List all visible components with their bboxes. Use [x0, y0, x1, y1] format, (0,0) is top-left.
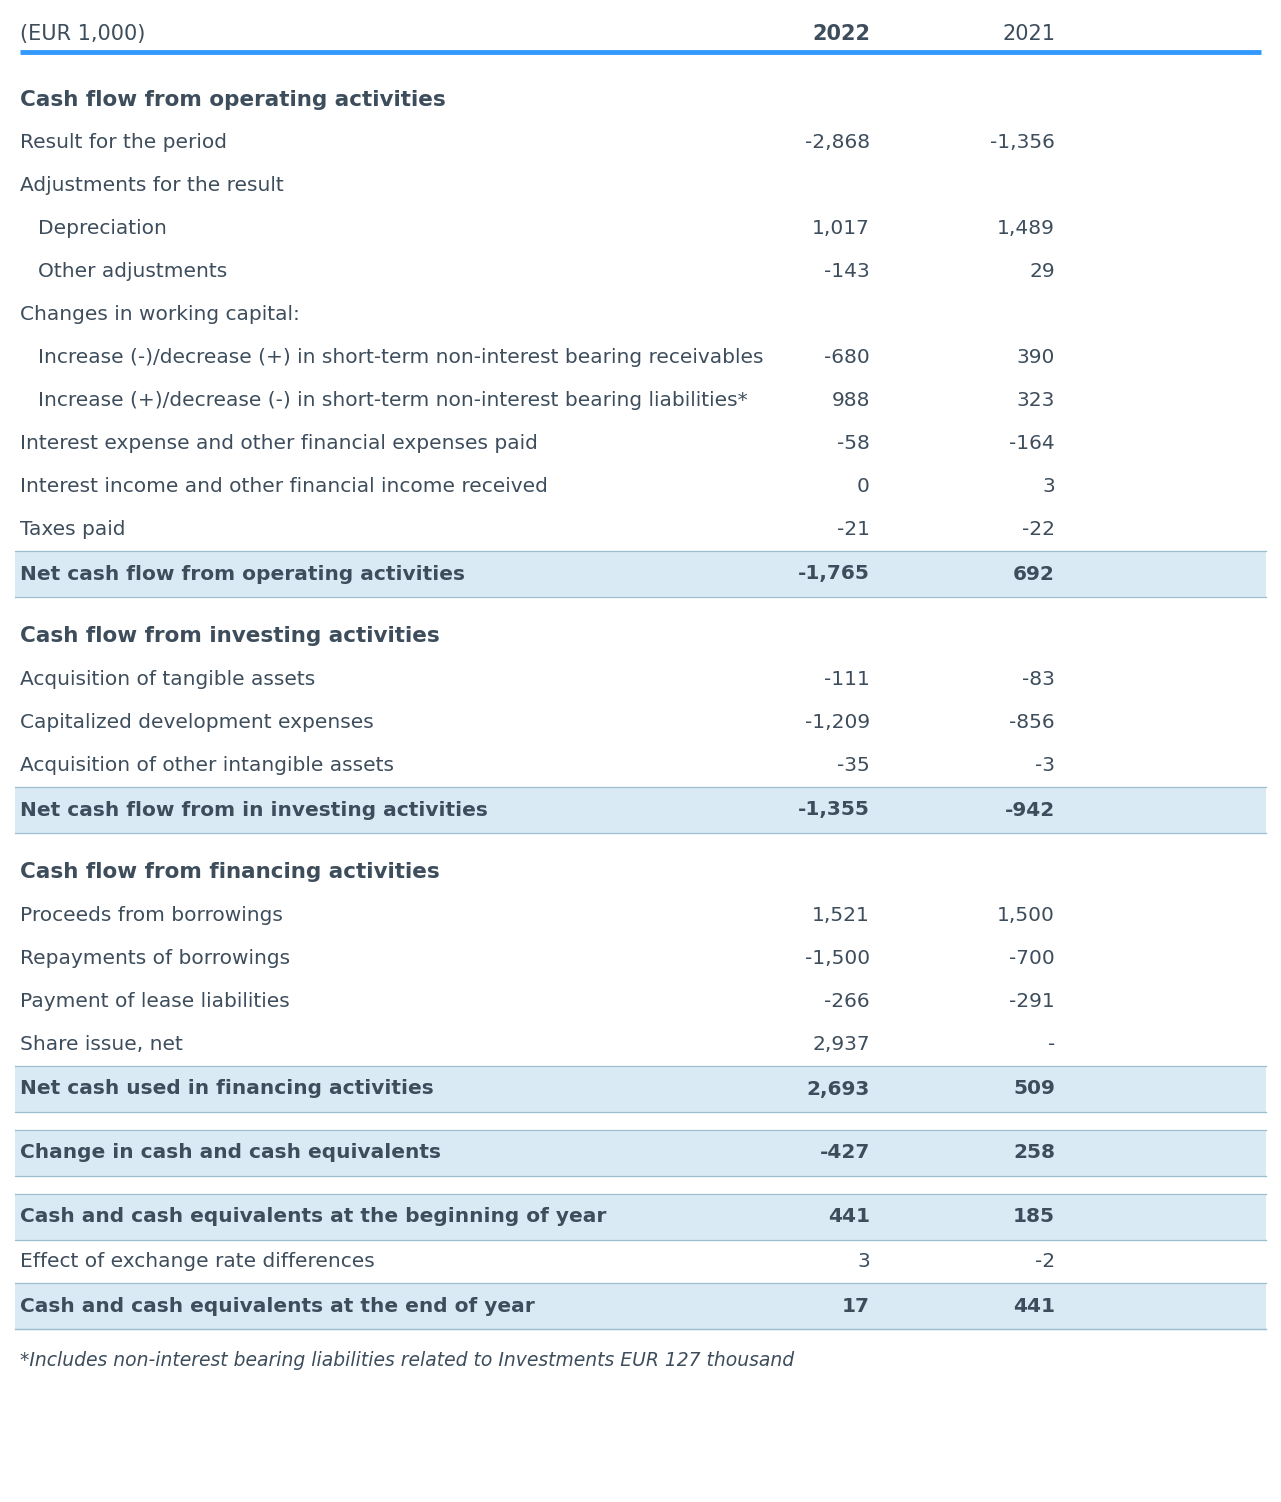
Text: -22: -22	[1022, 520, 1056, 539]
Bar	[15, 551, 1266, 596]
Text: 988: 988	[831, 391, 870, 410]
Text: Change in cash and cash equivalents: Change in cash and cash equivalents	[20, 1143, 441, 1163]
Text: -942: -942	[1004, 801, 1056, 820]
Text: Cash flow from investing activities: Cash flow from investing activities	[20, 626, 439, 646]
Text: -1,500: -1,500	[804, 949, 870, 967]
Bar	[15, 787, 1266, 834]
Text: Payment of lease liabilities: Payment of lease liabilities	[20, 991, 290, 1011]
Bar	[15, 1194, 1266, 1241]
Text: 2021: 2021	[1002, 24, 1056, 44]
Text: 692: 692	[1013, 565, 1056, 583]
Text: -21: -21	[836, 520, 870, 539]
Bar	[15, 1283, 1266, 1329]
Text: -35: -35	[838, 756, 870, 775]
Text: -143: -143	[824, 261, 870, 281]
Text: Proceeds from borrowings: Proceeds from borrowings	[20, 906, 283, 925]
Text: 1,017: 1,017	[812, 219, 870, 237]
Text: Depreciation: Depreciation	[38, 219, 167, 237]
Text: 441: 441	[828, 1208, 870, 1227]
Text: 1,521: 1,521	[812, 906, 870, 925]
Text: Share issue, net: Share issue, net	[20, 1035, 183, 1054]
Text: -58: -58	[836, 434, 870, 454]
Text: Net cash used in financing activities: Net cash used in financing activities	[20, 1080, 434, 1098]
Text: -856: -856	[1009, 713, 1056, 731]
Text: Cash flow from financing activities: Cash flow from financing activities	[20, 862, 439, 883]
Text: Cash and cash equivalents at the end of year: Cash and cash equivalents at the end of …	[20, 1296, 534, 1316]
Text: -1,765: -1,765	[798, 565, 870, 583]
Text: 3: 3	[1043, 478, 1056, 496]
Text: -266: -266	[825, 991, 870, 1011]
Text: -1,356: -1,356	[990, 134, 1056, 152]
Bar	[15, 1066, 1266, 1111]
Text: Repayments of borrowings: Repayments of borrowings	[20, 949, 290, 967]
Text: -2: -2	[1035, 1253, 1056, 1271]
Text: 2,693: 2,693	[807, 1080, 870, 1098]
Text: -83: -83	[1022, 670, 1056, 689]
Text: -111: -111	[824, 670, 870, 689]
Text: -680: -680	[824, 348, 870, 366]
Text: 3: 3	[857, 1253, 870, 1271]
Text: Net cash flow from in investing activities: Net cash flow from in investing activiti…	[20, 801, 488, 820]
Text: -700: -700	[1009, 949, 1056, 967]
Text: 323: 323	[1017, 391, 1056, 410]
Text: 1,500: 1,500	[997, 906, 1056, 925]
Text: -3: -3	[1035, 756, 1056, 775]
Text: 0: 0	[857, 478, 870, 496]
Text: -164: -164	[1009, 434, 1056, 454]
Text: Increase (+)/decrease (-) in short-term non-interest bearing liabilities*: Increase (+)/decrease (-) in short-term …	[38, 391, 748, 410]
Text: Adjustments for the result: Adjustments for the result	[20, 176, 284, 195]
Text: -1,209: -1,209	[804, 713, 870, 731]
Text: -291: -291	[1009, 991, 1056, 1011]
Text: Taxes paid: Taxes paid	[20, 520, 126, 539]
Text: 185: 185	[1013, 1208, 1056, 1227]
Text: Cash flow from operating activities: Cash flow from operating activities	[20, 90, 446, 110]
Text: Acquisition of tangible assets: Acquisition of tangible assets	[20, 670, 315, 689]
Text: 258: 258	[1013, 1143, 1056, 1163]
Text: *Includes non-interest bearing liabilities related to Investments EUR 127 thousa: *Includes non-interest bearing liabiliti…	[20, 1350, 794, 1370]
Text: Acquisition of other intangible assets: Acquisition of other intangible assets	[20, 756, 395, 775]
Text: 441: 441	[1013, 1296, 1056, 1316]
Text: -2,868: -2,868	[804, 134, 870, 152]
Text: Changes in working capital:: Changes in working capital:	[20, 305, 300, 324]
Text: 17: 17	[842, 1296, 870, 1316]
Text: Interest income and other financial income received: Interest income and other financial inco…	[20, 478, 548, 496]
Text: 390: 390	[1017, 348, 1056, 366]
Text: Other adjustments: Other adjustments	[38, 261, 227, 281]
Text: Net cash flow from operating activities: Net cash flow from operating activities	[20, 565, 465, 583]
Text: Result for the period: Result for the period	[20, 134, 227, 152]
Text: 2022: 2022	[812, 24, 870, 44]
Text: 2,937: 2,937	[812, 1035, 870, 1054]
Text: 29: 29	[1030, 261, 1056, 281]
Text: Cash and cash equivalents at the beginning of year: Cash and cash equivalents at the beginni…	[20, 1208, 606, 1227]
Text: Increase (-)/decrease (+) in short-term non-interest bearing receivables: Increase (-)/decrease (+) in short-term …	[38, 348, 763, 366]
Text: (EUR 1,000): (EUR 1,000)	[20, 24, 145, 44]
Text: Interest expense and other financial expenses paid: Interest expense and other financial exp…	[20, 434, 538, 454]
Text: Effect of exchange rate differences: Effect of exchange rate differences	[20, 1253, 375, 1271]
Text: 509: 509	[1013, 1080, 1056, 1098]
Text: 1,489: 1,489	[997, 219, 1056, 237]
Bar	[15, 1130, 1266, 1176]
Text: -427: -427	[820, 1143, 870, 1163]
Text: Capitalized development expenses: Capitalized development expenses	[20, 713, 374, 731]
Text: -: -	[1048, 1035, 1056, 1054]
Text: -1,355: -1,355	[798, 801, 870, 820]
